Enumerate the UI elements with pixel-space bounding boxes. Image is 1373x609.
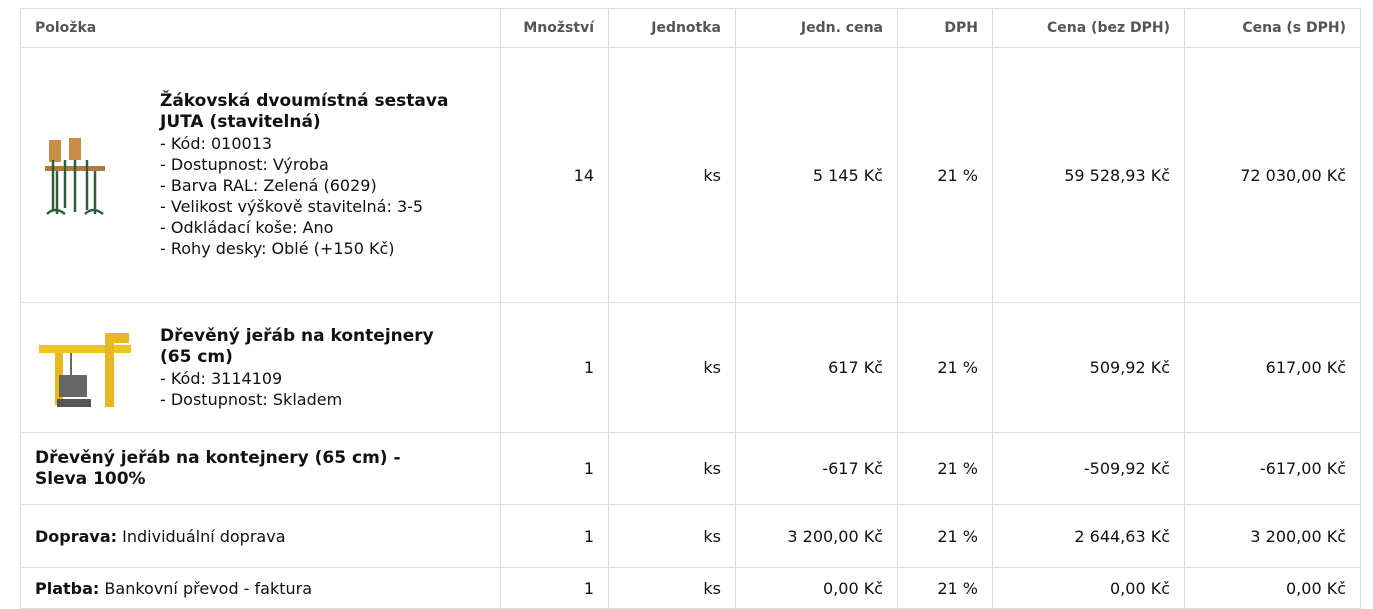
unit: ks [609, 433, 736, 505]
unit: ks [609, 568, 736, 609]
item-text: Dřevěný jeřáb na kontejnery (65 cm) - Kó… [160, 326, 460, 410]
item-title: Dřevěný jeřáb na kontejnery (65 cm) - Sl… [35, 448, 455, 490]
unit: ks [609, 505, 736, 568]
vat: 21 % [898, 48, 993, 303]
item-text: Bankovní převod - faktura [104, 579, 312, 598]
item-detail: - Velikost výškově stavitelná: 3-5 [160, 196, 460, 217]
quantity: 1 [501, 433, 609, 505]
item-label: Platba: [35, 579, 99, 598]
vat: 21 % [898, 568, 993, 609]
unit-price: 0,00 Kč [736, 568, 898, 609]
price-excl-vat: 59 528,93 Kč [993, 48, 1185, 303]
price-excl-vat: 0,00 Kč [993, 568, 1185, 609]
item-title: Dřevěný jeřáb na kontejnery (65 cm) [160, 326, 460, 368]
row: Dřevěný jeřáb na kontejnery (65 cm) - Sl… [21, 433, 1361, 505]
header-cell: Cena (s DPH) [1185, 9, 1361, 48]
quantity: 1 [501, 568, 609, 609]
header-cell: Množství [501, 9, 609, 48]
vat: 21 % [898, 505, 993, 568]
price-incl-vat: 72 030,00 Kč [1185, 48, 1361, 303]
item-title: Žákovská dvoumístná sestava JUTA (stavit… [160, 91, 460, 133]
item-detail: - Kód: 3114109 [160, 368, 460, 389]
item-text: Individuální doprava [122, 527, 285, 546]
item-text: Žákovská dvoumístná sestava JUTA (stavit… [160, 91, 460, 259]
item-detail: - Odkládací koše: Ano [160, 217, 460, 238]
price-incl-vat: -617,00 Kč [1185, 433, 1361, 505]
vat: 21 % [898, 303, 993, 433]
item-cell: Žákovská dvoumístná sestava JUTA (stavit… [21, 48, 501, 303]
item-detail: - Dostupnost: Skladem [160, 389, 460, 410]
item-detail: - Barva RAL: Zelená (6029) [160, 175, 460, 196]
header-row: Položka Množství Jednotka Jedn. cena DPH… [21, 9, 1361, 48]
unit: ks [609, 48, 736, 303]
cart-table: Položka Množství Jednotka Jedn. cena DPH… [20, 8, 1361, 609]
unit: ks [609, 303, 736, 433]
unit-price: 617 Kč [736, 303, 898, 433]
product-image [35, 323, 140, 413]
unit-price: 3 200,00 Kč [736, 505, 898, 568]
price-incl-vat: 0,00 Kč [1185, 568, 1361, 609]
price-excl-vat: 509,92 Kč [993, 303, 1185, 433]
header-cell: Jednotka [609, 9, 736, 48]
item-detail: - Rohy desky: Oblé (+150 Kč) [160, 238, 460, 259]
row: Žákovská dvoumístná sestava JUTA (stavit… [21, 48, 1361, 303]
item-label: Doprava: [35, 527, 117, 546]
quantity: 1 [501, 505, 609, 568]
price-excl-vat: 2 644,63 Kč [993, 505, 1185, 568]
price-excl-vat: -509,92 Kč [993, 433, 1185, 505]
unit-price: 5 145 Kč [736, 48, 898, 303]
vat: 21 % [898, 433, 993, 505]
item-cell: Doprava: Individuální doprava [21, 505, 501, 568]
item-cell: Dřevěný jeřáb na kontejnery (65 cm) - Sl… [21, 433, 501, 505]
item-detail: - Kód: 010013 [160, 133, 460, 154]
header-cell: DPH [898, 9, 993, 48]
row: Dřevěný jeřáb na kontejnery (65 cm) - Kó… [21, 303, 1361, 433]
quantity: 1 [501, 303, 609, 433]
price-incl-vat: 617,00 Kč [1185, 303, 1361, 433]
item-cell: Dřevěný jeřáb na kontejnery (65 cm) - Kó… [21, 303, 501, 433]
item-detail: - Dostupnost: Výroba [160, 154, 460, 175]
page: {"table": { "headers": ["Položka", "Množ… [0, 0, 1373, 609]
product-image [35, 130, 115, 220]
unit-price: -617 Kč [736, 433, 898, 505]
quantity: 14 [501, 48, 609, 303]
price-incl-vat: 3 200,00 Kč [1185, 505, 1361, 568]
header-cell: Jedn. cena [736, 9, 898, 48]
header-cell: Položka [21, 9, 501, 48]
item-cell: Platba: Bankovní převod - faktura [21, 568, 501, 609]
header-cell: Cena (bez DPH) [993, 9, 1185, 48]
